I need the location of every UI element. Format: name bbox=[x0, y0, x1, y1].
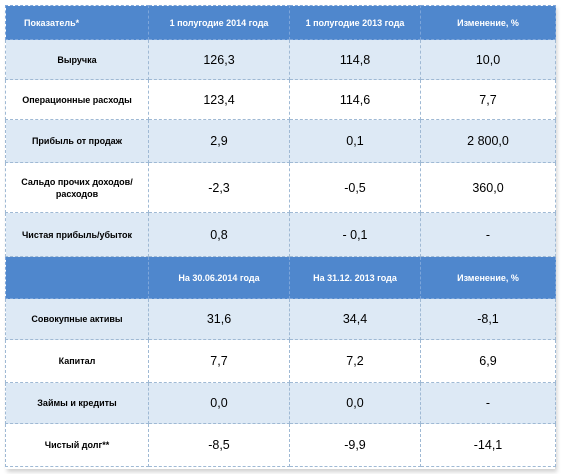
table-row-capital: Капитал 7,7 7,2 6,9 bbox=[5, 339, 556, 383]
row-label: Операционные расходы bbox=[5, 79, 149, 120]
value-2014: 0,0 bbox=[148, 382, 290, 424]
header-period-2014: 1 полугодие 2014 года bbox=[148, 5, 290, 40]
table-row-other-income-balance: Сальдо прочих доходов/расходов -2,3 -0,5… bbox=[5, 162, 556, 213]
value-change: 10,0 bbox=[420, 39, 556, 80]
row-label: Прибыль от продаж bbox=[5, 119, 149, 163]
value-2014: 7,7 bbox=[148, 339, 290, 383]
table-row-revenue: Выручка 126,3 114,8 10,0 bbox=[5, 39, 556, 80]
value-2013: 114,6 bbox=[289, 79, 421, 120]
value-2013: 0,1 bbox=[289, 119, 421, 163]
table-row-sales-profit: Прибыль от продаж 2,9 0,1 2 800,0 bbox=[5, 119, 556, 163]
header-date-2013: На 31.12. 2013 года bbox=[289, 256, 421, 299]
value-2013: 0,0 bbox=[289, 382, 421, 424]
header-indicator: Показатель* bbox=[5, 5, 149, 40]
header-period-2013: 1 полугодие 2013 года bbox=[289, 5, 421, 40]
value-2014: 2,9 bbox=[148, 119, 290, 163]
row-label: Чистая прибыль/убыток bbox=[5, 212, 149, 257]
financial-indicators-table: Показатель* 1 полугодие 2014 года 1 полу… bbox=[5, 5, 556, 467]
header-change: Изменение, % bbox=[420, 5, 556, 40]
table-row-total-assets: Совокупные активы 31,6 34,4 -8,1 bbox=[5, 298, 556, 340]
financial-table-container: Показатель* 1 полугодие 2014 года 1 полу… bbox=[5, 5, 556, 469]
table-header-row-2: На 30.06.2014 года На 31.12. 2013 года И… bbox=[5, 256, 556, 299]
row-label-line-2: расходов bbox=[55, 188, 99, 199]
value-change: - bbox=[420, 212, 556, 257]
row-label: Сальдо прочих доходов/расходов bbox=[5, 162, 149, 213]
row-label: Совокупные активы bbox=[5, 298, 149, 340]
row-label: Займы и кредиты bbox=[5, 382, 149, 424]
row-label-line-1: Сальдо прочих доходов/ bbox=[21, 176, 133, 187]
value-change: - bbox=[420, 382, 556, 424]
value-2013: 114,8 bbox=[289, 39, 421, 80]
table-row-net-profit: Чистая прибыль/убыток 0,8 - 0,1 - bbox=[5, 212, 556, 257]
value-2013: 7,2 bbox=[289, 339, 421, 383]
header-date-2014: На 30.06.2014 года bbox=[148, 256, 290, 299]
value-change: 2 800,0 bbox=[420, 119, 556, 163]
value-2013: -0,5 bbox=[289, 162, 421, 213]
table-row-loans: Займы и кредиты 0,0 0,0 - bbox=[5, 382, 556, 424]
value-change: 6,9 bbox=[420, 339, 556, 383]
value-change: 7,7 bbox=[420, 79, 556, 120]
row-label: Выручка bbox=[5, 39, 149, 80]
row-label: Капитал bbox=[5, 339, 149, 383]
value-2013: 34,4 bbox=[289, 298, 421, 340]
value-change: -8,1 bbox=[420, 298, 556, 340]
row-label: Чистый долг** bbox=[5, 423, 149, 467]
header-change: Изменение, % bbox=[420, 256, 556, 299]
value-2013: -9,9 bbox=[289, 423, 421, 467]
value-change: -14,1 bbox=[420, 423, 556, 467]
value-2014: 0,8 bbox=[148, 212, 290, 257]
value-2014: -8,5 bbox=[148, 423, 290, 467]
value-2014: -2,3 bbox=[148, 162, 290, 213]
table-header-row-1: Показатель* 1 полугодие 2014 года 1 полу… bbox=[5, 5, 556, 40]
value-change: 360,0 bbox=[420, 162, 556, 213]
value-2014: 31,6 bbox=[148, 298, 290, 340]
table-row-operating-expenses: Операционные расходы 123,4 114,6 7,7 bbox=[5, 79, 556, 120]
header-indicator-blank bbox=[5, 256, 149, 299]
value-2013: - 0,1 bbox=[289, 212, 421, 257]
table-row-net-debt: Чистый долг** -8,5 -9,9 -14,1 bbox=[5, 423, 556, 467]
value-2014: 126,3 bbox=[148, 39, 290, 80]
value-2014: 123,4 bbox=[148, 79, 290, 120]
